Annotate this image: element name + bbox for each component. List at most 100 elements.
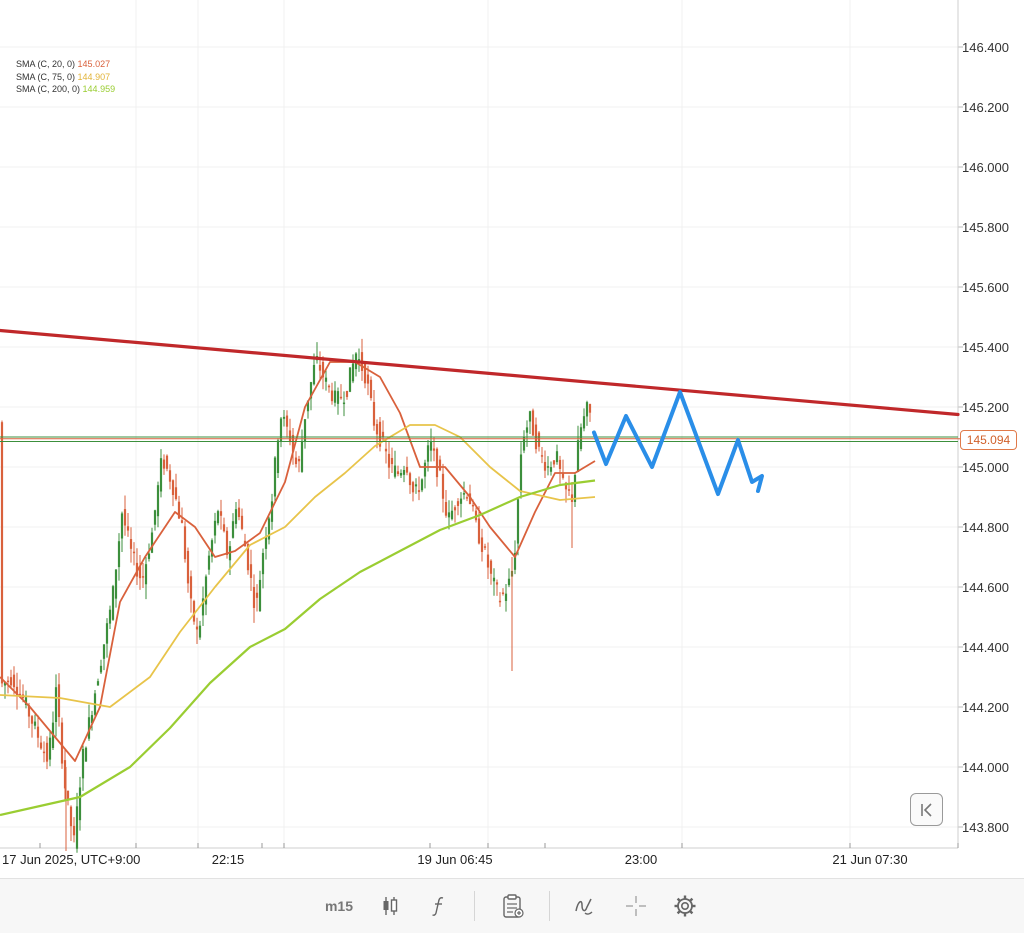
candle-body — [174, 487, 178, 500]
legend-value: 144.907 — [77, 71, 111, 82]
candle-body — [531, 410, 535, 436]
y-tick-label: 146.200 — [962, 100, 1009, 115]
forecast-drawing — [592, 390, 764, 496]
candle-body — [528, 411, 532, 422]
candle-body — [459, 498, 463, 504]
gear-icon — [674, 895, 696, 917]
candle-body — [435, 448, 439, 478]
crosshair-icon — [626, 896, 646, 916]
candle-body — [210, 540, 214, 557]
candle-body — [9, 677, 13, 686]
candle-body — [300, 440, 304, 472]
candle-body — [513, 552, 517, 570]
candle-body — [519, 454, 523, 493]
candle-body — [225, 530, 229, 555]
candle-body — [138, 566, 142, 579]
candle-body — [231, 521, 235, 538]
candlestick-button[interactable] — [378, 893, 402, 919]
candle-body — [426, 445, 430, 462]
candle-body — [456, 501, 460, 506]
candle-body — [12, 674, 16, 688]
candle-body — [372, 401, 376, 426]
settings-button[interactable] — [672, 893, 698, 919]
notes-button[interactable] — [500, 893, 526, 919]
candle-body — [327, 385, 331, 388]
candle-body — [57, 684, 61, 718]
collapse-panel-button[interactable] — [910, 793, 943, 826]
candle-body — [549, 467, 553, 472]
candle-body — [117, 541, 121, 568]
y-tick-label: 144.400 — [962, 640, 1009, 655]
legend-sma-200: SMA (C, 200, 0) 144.959 — [16, 83, 115, 96]
candle-body — [483, 546, 487, 548]
candle-body — [480, 537, 484, 552]
candle-body — [501, 592, 505, 594]
candle-body — [432, 448, 436, 451]
candle-body — [96, 681, 100, 686]
legend-value: 145.027 — [77, 59, 111, 69]
candle-body — [414, 484, 418, 487]
candle-body — [150, 532, 154, 553]
candle-body — [168, 470, 172, 482]
candle-body — [291, 434, 295, 452]
function-icon — [432, 897, 444, 916]
price-chart[interactable]: 146.400 146.200 146.000 145.800 145.600 145.4… — [0, 0, 1024, 878]
candle-body — [0, 422, 4, 684]
candle-body — [378, 421, 382, 447]
candle-body — [573, 474, 577, 502]
candle-body — [486, 554, 490, 568]
collapse-left-icon — [920, 802, 932, 817]
toolbar-divider — [549, 891, 550, 921]
candle-body — [39, 742, 43, 749]
indicators-button[interactable] — [428, 893, 450, 919]
candle-body — [471, 504, 475, 507]
candle-body — [102, 644, 106, 659]
candle-body — [177, 501, 181, 519]
candle-body — [222, 524, 226, 532]
candle-body — [237, 507, 241, 518]
candle-body — [363, 363, 367, 384]
candle-body — [540, 455, 544, 457]
candle-body — [423, 462, 427, 477]
candle-body — [273, 457, 277, 497]
candle-body — [72, 825, 76, 836]
candle-body — [420, 479, 424, 491]
candle-body — [141, 576, 145, 578]
candle-body — [159, 458, 163, 492]
candle-body — [36, 726, 40, 738]
candle-body — [189, 576, 193, 599]
candle-body — [165, 455, 169, 469]
candle-body — [75, 806, 79, 849]
candle-body — [18, 693, 22, 696]
candle-body — [444, 502, 448, 516]
candle-body — [234, 509, 238, 524]
candle-body — [213, 520, 217, 536]
x-tick-label: 21 Jun 07:30 — [832, 852, 907, 867]
candle-body — [342, 402, 346, 405]
candle-body — [396, 471, 400, 475]
candle-body — [492, 577, 496, 582]
crosshair-button[interactable] — [624, 893, 648, 919]
candle-body — [552, 460, 556, 465]
candle-body — [279, 418, 283, 441]
candle-body — [309, 382, 313, 399]
candle-body — [147, 553, 151, 559]
candle-body — [405, 466, 409, 473]
resistance-trendline — [0, 328, 960, 417]
draw-button[interactable] — [572, 893, 596, 919]
candle-body — [90, 715, 94, 724]
candle-body — [204, 576, 208, 605]
y-tick-label: 145.000 — [962, 460, 1009, 475]
candle-body — [351, 363, 355, 382]
pen-icon — [575, 898, 593, 915]
candle-body — [294, 457, 298, 465]
candle-body — [276, 440, 280, 474]
candle-body — [489, 560, 493, 574]
candle-body — [111, 586, 115, 620]
timeframe-button[interactable]: m15 — [322, 893, 356, 919]
candle-body — [441, 473, 445, 499]
candle-body — [282, 416, 286, 419]
candle-body — [183, 526, 187, 560]
candle-body — [63, 760, 67, 789]
